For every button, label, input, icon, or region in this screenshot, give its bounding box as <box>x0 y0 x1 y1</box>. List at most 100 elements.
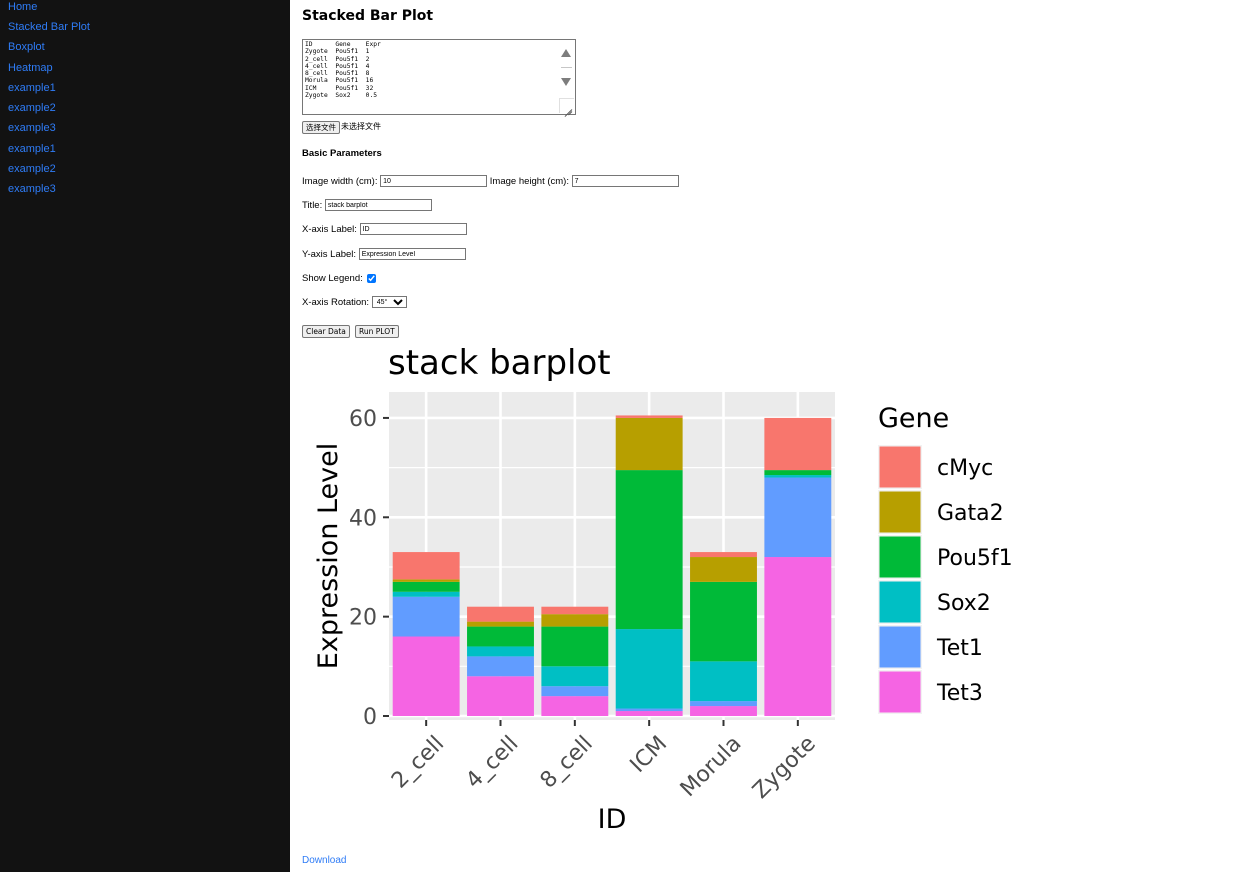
sidebar-item-example3-b[interactable]: example3 <box>8 183 56 195</box>
ylabel-label: Y-axis Label: <box>302 249 357 260</box>
y-axis-label: Expression Level <box>313 443 344 669</box>
x-tick-label: ICM <box>626 731 673 778</box>
xlabel-row: X-axis Label: <box>302 223 467 237</box>
file-upload-row: 选择文件 未选择文件 <box>302 120 381 134</box>
bar-segment-sox2-8_cell <box>541 666 609 687</box>
width-label: Image width (cm): <box>302 176 378 187</box>
bar-segment-tet3-zygote <box>764 557 832 716</box>
file-status-text: 未选择文件 <box>341 122 381 131</box>
bar-segment-tet3-8_cell <box>541 696 609 716</box>
bar-segment-tet3-morula <box>690 706 757 716</box>
height-input[interactable] <box>571 175 679 188</box>
textarea-scrollbar[interactable] <box>558 40 575 114</box>
sidebar-item-boxplot[interactable]: Boxplot <box>8 41 45 53</box>
legend-label-pou5f1: Pou5f1 <box>937 546 1013 571</box>
legend-swatch-sox2 <box>879 581 921 623</box>
bar-segment-pou5f1-morula <box>690 581 757 662</box>
bar-segment-gata2-4_cell <box>467 621 534 627</box>
y-axis: 0 20 40 60 <box>349 407 389 730</box>
data-input-textarea[interactable] <box>303 40 557 114</box>
scroll-thumb[interactable] <box>561 67 572 68</box>
run-plot-button[interactable]: Run PLOT <box>355 325 399 338</box>
bar-segment-cmyc-4_cell <box>467 606 534 622</box>
bar-segment-pou5f1-2_cell <box>392 581 460 592</box>
legend-label: Show Legend: <box>302 273 363 284</box>
y-tick-label: 60 <box>349 407 377 432</box>
ylabel-row: Y-axis Label: <box>302 248 466 262</box>
download-link[interactable]: Download <box>302 855 347 866</box>
params-heading: Basic Parameters <box>302 148 382 159</box>
legend-title: Gene <box>878 403 949 434</box>
sidebar: Home Stacked Bar Plot Boxplot Heatmap ex… <box>0 0 290 872</box>
legend-swatch-gata2 <box>879 491 921 533</box>
title-row: Title: <box>302 199 432 213</box>
bar-segment-gata2-8_cell <box>541 614 609 627</box>
page-title: Stacked Bar Plot <box>302 8 434 24</box>
bar-segment-tet1-icm <box>615 708 683 712</box>
height-label: Image height (cm): <box>489 176 569 187</box>
sidebar-item-example1[interactable]: example1 <box>8 82 56 94</box>
bar-segment-gata2-2_cell <box>392 579 460 582</box>
width-input[interactable] <box>380 175 488 188</box>
bar-segment-sox2-morula <box>690 661 757 702</box>
legend-row: Show Legend: <box>302 272 377 286</box>
sidebar-item-example3[interactable]: example3 <box>8 122 56 134</box>
sidebar-item-example2-b[interactable]: example2 <box>8 163 56 175</box>
ylabel-input[interactable] <box>358 248 466 261</box>
action-buttons: Clear Data Run PLOT <box>302 321 399 338</box>
rotation-row: X-axis Rotation: 45° <box>302 296 407 310</box>
bar-segment-sox2-4_cell <box>467 646 534 657</box>
size-row: Image width (cm): Image height (cm): <box>302 175 679 189</box>
xlabel-input[interactable] <box>359 223 467 236</box>
show-legend-checkbox[interactable] <box>367 273 377 283</box>
scroll-up-icon[interactable] <box>561 49 571 57</box>
bar-segment-tet1-zygote <box>764 477 832 558</box>
bar-segment-tet3-icm <box>615 711 683 716</box>
scroll-down-icon[interactable] <box>561 78 571 86</box>
y-tick-label: 20 <box>349 606 377 631</box>
bar-segment-tet1-morula <box>690 701 757 707</box>
legend-swatch-cmyc <box>879 446 921 488</box>
plot-panel <box>389 392 835 720</box>
choose-file-button[interactable]: 选择文件 <box>302 120 340 134</box>
legend-label-sox2: Sox2 <box>937 591 991 616</box>
bar-segment-pou5f1-8_cell <box>541 626 609 667</box>
clear-data-button[interactable]: Clear Data <box>302 325 350 338</box>
stacked-bar-chart: stack barplot 0 20 40 60 2_cell 4_cell 8_cell… <box>313 343 1013 835</box>
bar-segment-cmyc-icm <box>615 415 683 418</box>
bar-segment-tet1-2_cell <box>392 596 460 637</box>
sidebar-item-home[interactable]: Home <box>8 1 38 13</box>
bar-segment-cmyc-8_cell <box>541 606 609 615</box>
rotation-select[interactable]: 45° <box>371 296 407 309</box>
legend-label-tet3: Tet3 <box>936 681 983 706</box>
y-tick-label: 40 <box>349 506 377 531</box>
title-input[interactable] <box>324 199 432 212</box>
sidebar-item-example2[interactable]: example2 <box>8 102 56 114</box>
bar-segment-pou5f1-4_cell <box>467 626 534 647</box>
sidebar-item-stacked-bar-plot[interactable]: Stacked Bar Plot <box>8 21 90 33</box>
legend-label-cmyc: cMyc <box>937 456 993 481</box>
legend: Gene cMyc Gata2 Pou5f1 Sox2 Tet1 Tet3 <box>878 403 1013 714</box>
bar-segment-sox2-icm <box>615 629 683 709</box>
xlabel-label: X-axis Label: <box>302 224 357 235</box>
bar-segment-cmyc-morula <box>690 552 757 558</box>
bar-segment-tet3-2_cell <box>392 636 460 716</box>
x-tick-label: 8_cell <box>536 731 598 793</box>
bar-segment-tet1-8_cell <box>541 686 609 697</box>
bar-segment-cmyc-2_cell <box>392 552 460 580</box>
legend-swatch-pou5f1 <box>879 536 921 578</box>
bars-group <box>392 415 832 716</box>
sidebar-item-example1-b[interactable]: example1 <box>8 143 56 155</box>
legend-label-tet1: Tet1 <box>936 636 983 661</box>
x-tick-label: Zygote <box>748 731 821 804</box>
x-tick-label: 4_cell <box>461 731 523 793</box>
bar-segment-sox2-zygote <box>764 475 832 478</box>
resize-grip-icon[interactable] <box>559 98 574 113</box>
bar-segment-pou5f1-icm <box>615 470 683 630</box>
x-tick-label: Morula <box>676 731 747 802</box>
bar-segment-sox2-2_cell <box>392 591 460 597</box>
rotation-label: X-axis Rotation: <box>302 297 370 308</box>
legend-label-gata2: Gata2 <box>937 501 1004 526</box>
chart-title: stack barplot <box>388 343 611 383</box>
sidebar-item-heatmap[interactable]: Heatmap <box>8 62 53 74</box>
